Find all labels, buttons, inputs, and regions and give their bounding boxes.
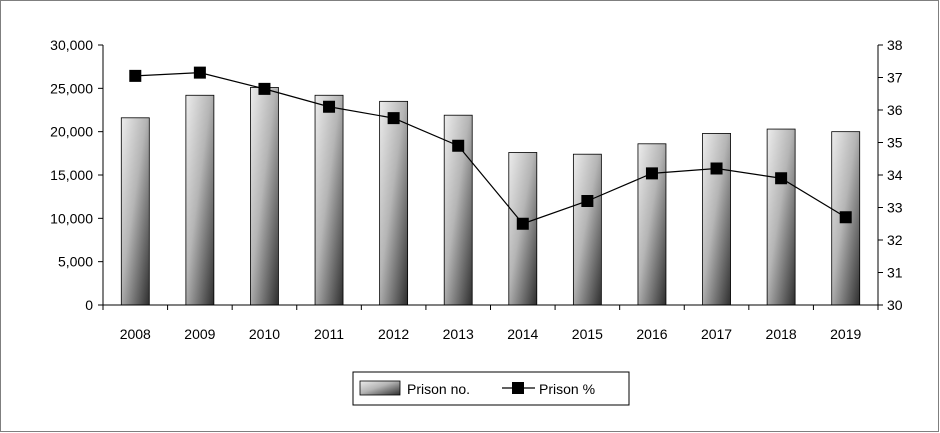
x-tick-label: 2009 xyxy=(184,326,215,342)
right-tick-label: 30 xyxy=(887,297,903,313)
x-tick-label: 2019 xyxy=(830,326,861,342)
x-tick-label: 2010 xyxy=(249,326,280,342)
right-tick-label: 32 xyxy=(887,232,903,248)
prison-pct-line xyxy=(135,72,847,225)
left-tick-label: 25,000 xyxy=(50,80,93,96)
prison-pct-marker-2010 xyxy=(258,82,271,95)
bar-2011 xyxy=(314,94,344,306)
right-tick-label: 33 xyxy=(887,200,903,216)
bar-2010 xyxy=(250,87,279,306)
bar-2015 xyxy=(572,153,602,306)
bar-2017 xyxy=(702,132,731,306)
left-tick-label: 30,000 xyxy=(50,37,93,53)
prison-pct-marker-2014 xyxy=(516,217,529,230)
x-tick-label: 2012 xyxy=(378,326,409,342)
x-tick-label: 2014 xyxy=(507,326,538,342)
legend: Prison no. Prison % xyxy=(352,371,630,406)
x-tick-label: 2013 xyxy=(443,326,474,342)
legend-label-prison-no: Prison no. xyxy=(407,381,470,397)
prison-pct-marker-2009 xyxy=(193,66,206,79)
right-tick-label: 36 xyxy=(887,102,903,118)
bar-2009 xyxy=(185,94,215,306)
prison-pct-marker-2017 xyxy=(710,162,723,175)
right-tick-label: 37 xyxy=(887,70,903,86)
prison-pct-marker-2019 xyxy=(839,211,852,224)
bar-2012 xyxy=(379,100,409,306)
bar-2016 xyxy=(637,143,667,306)
prison-pct-marker-2018 xyxy=(775,172,788,185)
legend-marker-prison-pct xyxy=(512,382,524,394)
x-tick-label: 2008 xyxy=(120,326,151,342)
left-tick-label: 0 xyxy=(85,297,93,313)
legend-label-prison-pct: Prison % xyxy=(539,381,595,397)
left-tick-label: 5,000 xyxy=(58,254,93,270)
right-tick-label: 38 xyxy=(887,37,903,53)
right-tick-label: 35 xyxy=(887,135,903,151)
prison-pct-marker-2015 xyxy=(581,195,594,207)
x-tick-label: 2017 xyxy=(701,326,732,342)
x-tick-label: 2011 xyxy=(314,326,344,342)
bar-2008 xyxy=(120,117,150,306)
left-tick-label: 15,000 xyxy=(50,167,93,183)
right-tick-label: 31 xyxy=(887,265,903,281)
bar-2018 xyxy=(766,128,796,306)
prison-pct-marker-2012 xyxy=(387,112,400,125)
prison-pct-marker-2008 xyxy=(129,69,142,82)
right-tick-label: 34 xyxy=(887,167,903,183)
prison-pct-marker-2016 xyxy=(645,167,658,180)
prison-pct-marker-2013 xyxy=(452,139,465,152)
x-tick-label: 2015 xyxy=(572,326,603,342)
left-tick-label: 20,000 xyxy=(50,124,93,140)
legend-swatch-prison-no xyxy=(359,380,401,396)
x-tick-label: 2018 xyxy=(766,326,797,342)
left-tick-label: 10,000 xyxy=(50,210,93,226)
x-tick-label: 2016 xyxy=(636,326,667,342)
prison-pct-marker-2011 xyxy=(323,100,336,113)
